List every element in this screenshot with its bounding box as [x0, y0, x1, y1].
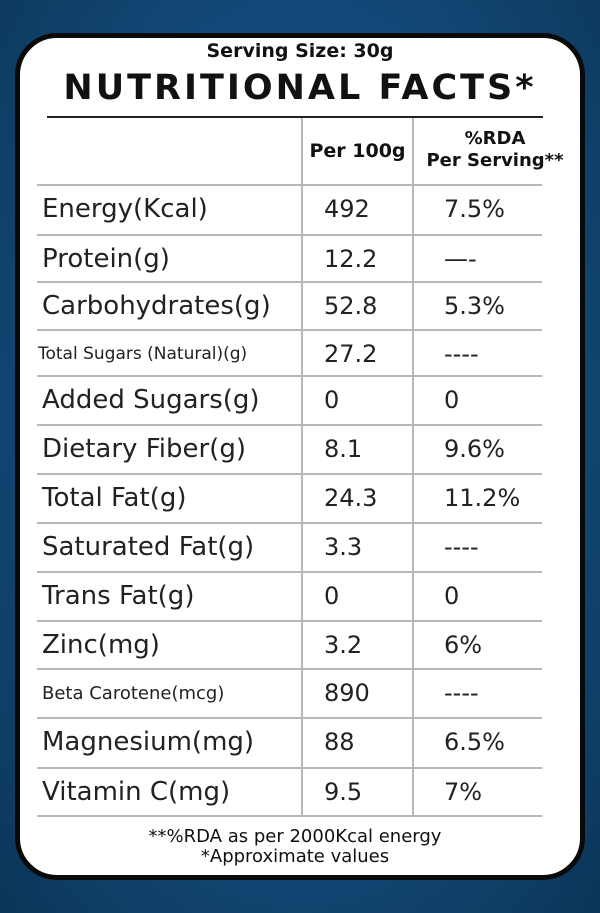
per-100g-value: 492: [324, 195, 370, 223]
rda-value: 9.6%: [444, 435, 505, 463]
header-rda: %RDA Per Serving**: [414, 128, 576, 172]
nutrient-name: Total Sugars (Natural)(g): [38, 344, 248, 364]
row-divider: [37, 473, 542, 475]
per-100g-value: 8.1: [324, 435, 363, 463]
rda-value: 6%: [444, 631, 483, 659]
row-divider: [37, 522, 542, 524]
per-100g-value: 24.3: [324, 484, 378, 512]
row-divider: [37, 184, 542, 186]
row-divider: [37, 424, 542, 426]
per-100g-value: 3.3: [324, 533, 363, 561]
row-divider: [37, 571, 542, 573]
per-100g-value: 27.2: [324, 340, 378, 368]
column-divider-1: [301, 118, 303, 815]
nutrient-name: Beta Carotene(mcg): [42, 683, 225, 704]
nutrient-name: Magnesium(mg): [42, 727, 255, 757]
panel-title: NUTRITIONAL FACTS*: [63, 68, 537, 108]
nutrient-name: Energy(Kcal): [42, 194, 208, 224]
rda-value: 7.5%: [444, 195, 505, 223]
per-100g-value: 0: [324, 386, 340, 414]
approx-footnote: *Approximate values: [200, 846, 390, 867]
per-100g-value: 0: [324, 582, 340, 610]
rda-value: 7%: [444, 778, 483, 806]
rda-value: —-: [444, 245, 477, 273]
rda-footnote: **%RDA as per 2000Kcal energy: [148, 826, 442, 847]
rda-value: 11.2%: [444, 484, 521, 512]
row-divider: [37, 329, 542, 331]
nutrient-name: Added Sugars(g): [42, 385, 260, 415]
per-100g-value: 52.8: [324, 292, 378, 320]
row-divider: [37, 620, 542, 622]
nutrient-name: Saturated Fat(g): [42, 532, 255, 562]
row-divider: [37, 767, 542, 769]
nutrient-name: Carbohydrates(g): [42, 291, 271, 321]
row-divider: [37, 668, 542, 670]
row-divider: [37, 281, 542, 283]
row-divider: [37, 815, 542, 817]
per-100g-value: 88: [324, 728, 355, 756]
nutrient-name: Dietary Fiber(g): [42, 434, 246, 464]
rda-value: ----: [444, 679, 479, 707]
row-divider: [37, 234, 542, 236]
nutrient-name: Protein(g): [42, 244, 170, 274]
title-divider: [47, 116, 543, 118]
nutrient-name: Vitamin C(mg): [42, 777, 231, 807]
row-divider: [37, 717, 542, 719]
nutrient-name: Total Fat(g): [42, 483, 187, 513]
per-100g-value: 12.2: [324, 245, 378, 273]
header-per-100g: Per 100g: [309, 140, 406, 162]
per-100g-value: 3.2: [324, 631, 363, 659]
rda-value: 0: [444, 386, 460, 414]
header-rda-line1: %RDA: [464, 128, 526, 149]
rda-value: 6.5%: [444, 728, 505, 756]
row-divider: [37, 375, 542, 377]
nutrient-name: Zinc(mg): [42, 630, 160, 660]
per-100g-value: 890: [324, 679, 370, 707]
per-100g-value: 9.5: [324, 778, 363, 806]
rda-value: ----: [444, 340, 479, 368]
rda-value: 0: [444, 582, 460, 610]
nutrition-panel: [15, 33, 585, 880]
serving-size: Serving Size: 30g: [206, 40, 394, 62]
header-rda-line2: Per Serving**: [426, 150, 564, 171]
column-divider-2: [412, 118, 414, 815]
rda-value: ----: [444, 533, 479, 561]
rda-value: 5.3%: [444, 292, 505, 320]
nutrient-name: Trans Fat(g): [42, 581, 195, 611]
